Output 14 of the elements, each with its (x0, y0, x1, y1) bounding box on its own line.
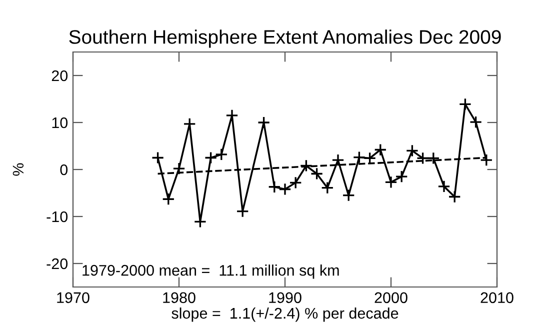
x-tick-label: 2010 (480, 292, 514, 304)
y-tick-label: -10 (46, 211, 68, 222)
x-tick-label: 1990 (269, 292, 302, 304)
y-tick-label: -20 (46, 258, 68, 270)
y-tick-label: 20 (52, 70, 68, 82)
x-tick-label: 1970 (57, 292, 90, 304)
x-axis-title: slope = 1.1(+/-2.4) % per decade (172, 307, 398, 322)
y-tick-label: 0 (60, 164, 68, 176)
annotation: 1979-2000 mean = 11.1 million sq km (82, 264, 339, 279)
x-tick-label: 1980 (163, 292, 196, 304)
chart-title: Southern Hemisphere Extent Anomalies Dec 2009 (69, 30, 501, 48)
y-tick-label: 10 (52, 117, 68, 128)
x-tick-label: 2000 (374, 292, 408, 304)
y-axis-title: % (12, 163, 24, 176)
